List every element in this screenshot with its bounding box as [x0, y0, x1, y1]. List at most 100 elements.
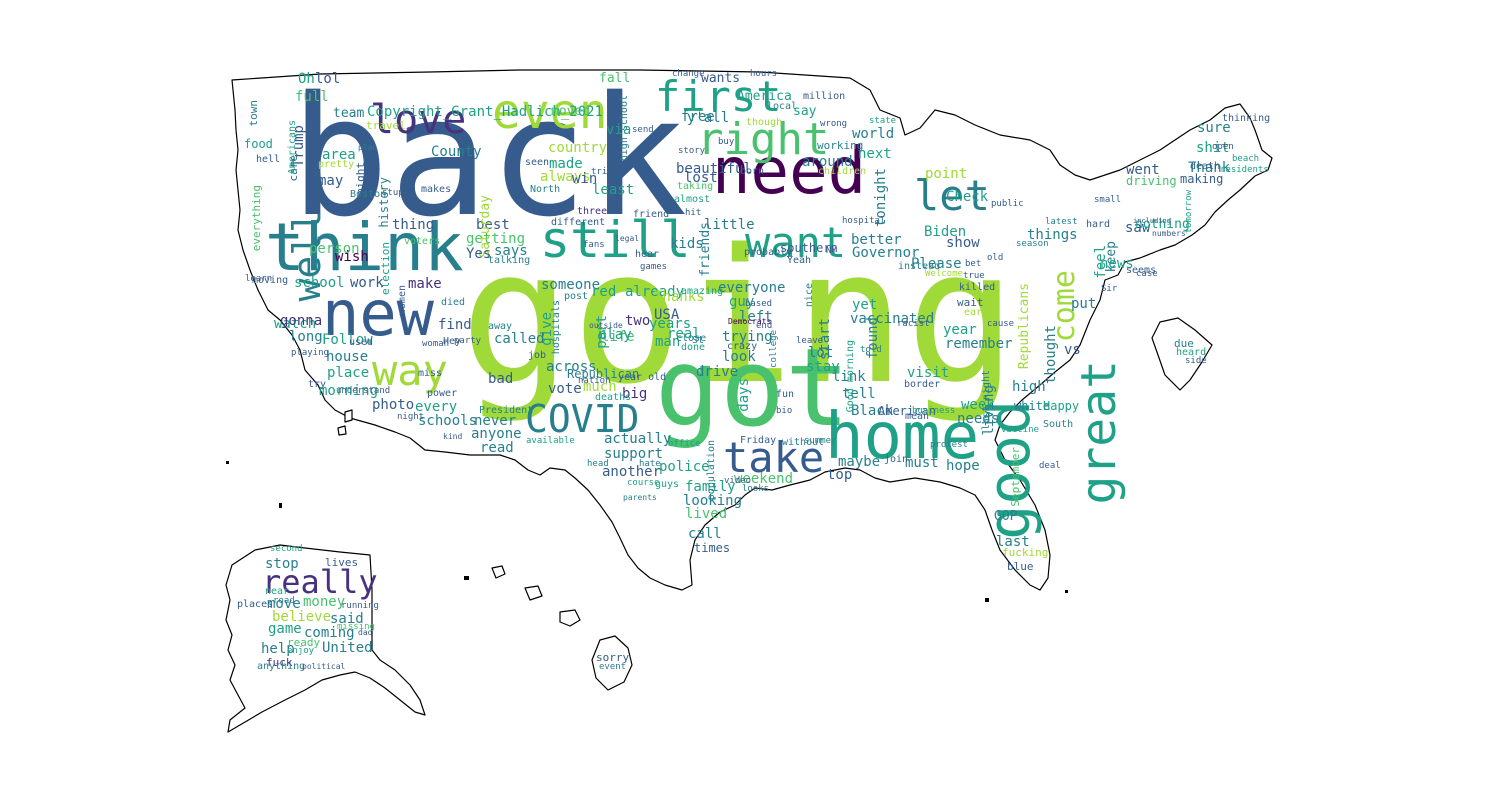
word-trip: trip: [591, 167, 613, 177]
word-fans: fans: [583, 240, 605, 250]
word-killed: killed: [959, 282, 996, 293]
word-might: might: [354, 162, 367, 196]
word-hours: hours: [750, 69, 778, 79]
word-outside: outside: [589, 321, 623, 330]
word-say: say: [793, 104, 817, 119]
word-republicans: Republicans: [1017, 283, 1032, 370]
word-make: make: [408, 276, 442, 292]
word-american: American: [878, 404, 936, 418]
word-let: let: [914, 171, 990, 220]
word-makes: makes: [421, 184, 452, 195]
word-told: told: [860, 345, 882, 355]
word-protest: protest: [930, 440, 968, 450]
word-friends: friends: [698, 222, 713, 277]
word-never: never: [474, 413, 517, 429]
word-believe: believe: [272, 609, 332, 625]
word-september: September: [1009, 447, 1022, 507]
word-town: town: [247, 100, 260, 127]
word-support: support: [604, 446, 664, 462]
word-fun: fun: [776, 389, 795, 400]
word-still: still: [540, 211, 691, 269]
word-north: North: [530, 184, 561, 195]
word-high-school: high school: [619, 95, 630, 162]
word-link: link: [832, 369, 866, 385]
word-kind: kind: [443, 432, 463, 441]
word-election: election: [379, 242, 392, 295]
word-visit: visit: [907, 365, 950, 381]
word-school: school: [294, 275, 345, 291]
word-woman: woman: [422, 339, 450, 349]
word-hit: hit: [685, 208, 702, 218]
word-try: try: [308, 379, 327, 390]
word-americans: Americans: [287, 120, 298, 175]
word-southern: southern: [780, 241, 838, 255]
word-heard: heard: [1176, 347, 1207, 358]
word-buy: buy: [718, 137, 735, 147]
word-sorry: sorry: [596, 651, 630, 664]
word-house: house: [326, 349, 369, 365]
word-nation: nation: [578, 376, 611, 386]
word-going: going: [460, 209, 1017, 425]
word-fall: fall: [599, 71, 631, 86]
word-vaccinated: vaccinated: [850, 311, 935, 327]
word-everything: everything: [250, 185, 263, 252]
word-yeah: Yeah: [787, 255, 812, 266]
word-road: road: [273, 596, 295, 606]
word-seems: seems: [1126, 265, 1157, 276]
word-looks: looks: [742, 484, 770, 494]
word-local: local: [767, 101, 798, 112]
word-copyright: Copyright_Grant_Hadlich_2021: [367, 104, 604, 120]
word-lot: lot: [808, 345, 834, 361]
word-south: South: [1043, 419, 1074, 430]
word-playing: playing: [291, 348, 329, 358]
word-kids: kids: [670, 236, 704, 252]
word-done: done: [681, 342, 706, 353]
word-died: died: [441, 297, 466, 308]
word-learn: learn: [245, 274, 273, 284]
word-getting: getting: [466, 231, 526, 247]
word-every: every: [415, 399, 458, 415]
word-voters: voters: [404, 236, 441, 247]
word-year: year: [943, 322, 977, 338]
word-called: called: [494, 331, 545, 347]
word-first: first: [655, 72, 782, 121]
word-pretty: pretty: [318, 159, 355, 170]
word-send: send: [632, 125, 654, 135]
word-county: County: [431, 144, 482, 160]
word-free: free: [681, 109, 715, 125]
word-job: job: [528, 350, 547, 361]
word-night: night: [397, 412, 425, 422]
word-stay: stay: [806, 359, 840, 375]
word-maybe: maybe: [838, 454, 881, 470]
word-friday: Friday: [740, 435, 777, 446]
word-governor: Governor: [852, 245, 920, 261]
word-week: week: [961, 397, 995, 413]
word-need: need: [712, 135, 867, 209]
word-hope: hope: [946, 458, 980, 474]
word-high: high: [1012, 379, 1046, 395]
word-away: away: [488, 321, 513, 332]
word-guys: guys: [655, 479, 680, 490]
word-missing: missing: [337, 622, 375, 632]
word-stupid: stupid: [382, 188, 415, 198]
word-women: women: [397, 285, 408, 316]
word-children: children: [818, 166, 867, 177]
word-history: history: [377, 177, 391, 228]
contiguous-us-outline: [231, 69, 1273, 591]
word-legal: legal: [615, 234, 640, 243]
word-based: based: [745, 299, 773, 309]
word-help: help: [261, 641, 295, 657]
word-shit: shit: [1196, 140, 1230, 156]
word-area: area: [322, 147, 356, 163]
word-wrong: wrong: [820, 119, 848, 129]
word-change: change: [672, 69, 705, 79]
word-man: man: [655, 334, 681, 350]
word-person: person: [309, 241, 360, 257]
word-yall: y'all: [687, 110, 730, 126]
word-end: end: [756, 321, 773, 331]
word-near: near: [265, 586, 290, 597]
word-office: office: [668, 439, 701, 449]
word-play: play: [598, 327, 632, 343]
word-business: business: [912, 406, 956, 416]
